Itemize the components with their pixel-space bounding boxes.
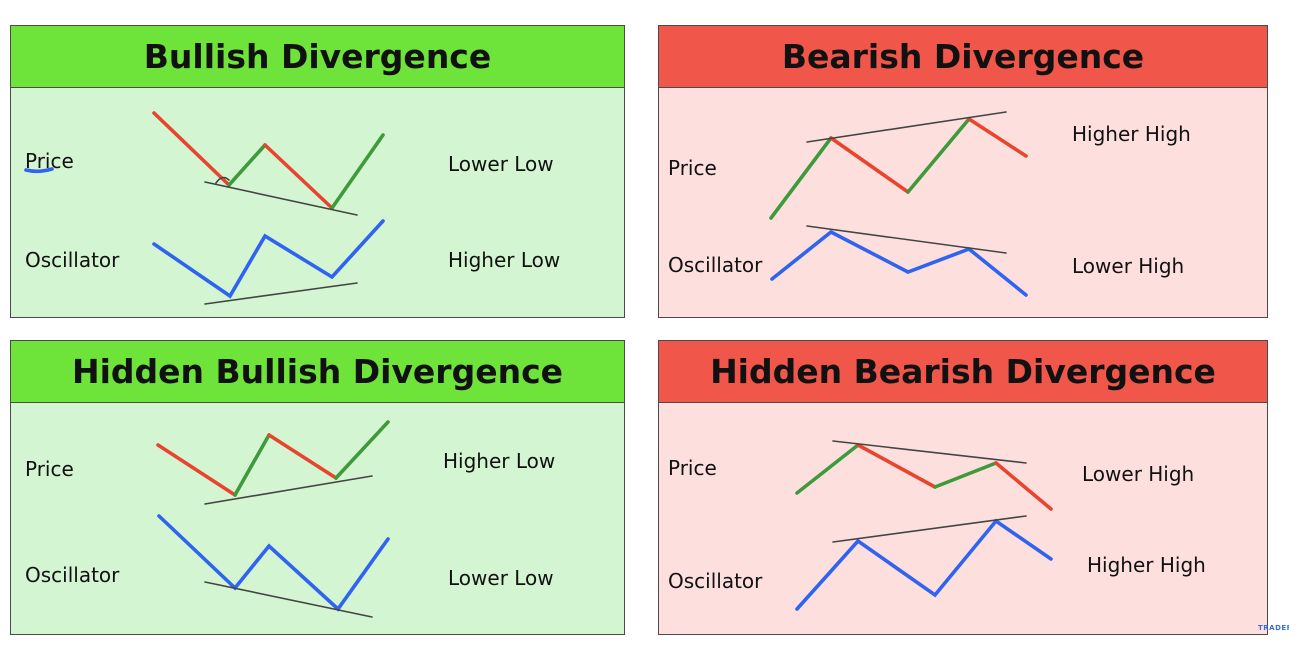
price-up-segment <box>933 461 998 489</box>
bearish-price-line <box>769 117 1028 220</box>
price-down-segment <box>994 461 1053 511</box>
price-down-segment <box>152 111 231 187</box>
oscillator-trendline <box>806 225 1007 254</box>
oscillator-label: Oscillator <box>25 563 120 587</box>
underline-mark <box>24 167 54 174</box>
price-trendline <box>806 111 1007 143</box>
hidden-bearish-oscillator-line <box>795 518 1053 611</box>
price-up-segment <box>233 433 271 497</box>
price-up-segment <box>769 136 833 220</box>
hidden-bearish-price-line <box>795 443 1053 511</box>
price-label: Price <box>25 457 74 481</box>
price-down-segment <box>156 443 237 497</box>
price-down-segment <box>829 136 910 194</box>
price-up-segment <box>330 133 385 210</box>
bullish-oscillator-line <box>152 219 385 299</box>
price-label: Price <box>668 156 717 180</box>
price-up-segment <box>227 143 267 187</box>
panel-title: Bearish Divergence <box>659 26 1267 88</box>
price-down-segment <box>967 117 1028 158</box>
price-trendline <box>204 475 373 505</box>
panel-title: Bullish Divergence <box>11 26 624 88</box>
price-trendline <box>204 181 358 216</box>
price-note: Higher Low <box>443 449 556 473</box>
bullish-price-line <box>152 111 385 210</box>
price-label: Price <box>668 456 717 480</box>
price-note: Lower Low <box>448 152 554 176</box>
price-up-segment <box>334 420 390 480</box>
panel-title: Hidden Bullish Divergence <box>11 341 624 403</box>
oscillator-trendline <box>832 515 1027 543</box>
price-note: Higher High <box>1072 122 1191 146</box>
brand-watermark: TRADER <box>1258 624 1289 632</box>
oscillator-note: Lower Low <box>448 566 554 590</box>
oscillator-trendline <box>204 581 373 618</box>
price-trendline <box>832 440 1027 464</box>
hidden-bullish-oscillator-line <box>157 514 390 612</box>
panel-hidden-bullish-divergence: Hidden Bullish Divergence <box>10 340 625 635</box>
oscillator-label: Oscillator <box>25 248 120 272</box>
oscillator-trendline <box>204 282 358 305</box>
oscillator-note: Higher High <box>1087 553 1206 577</box>
price-note: Lower High <box>1082 462 1195 486</box>
oscillator-note: Higher Low <box>448 248 561 272</box>
price-down-segment <box>263 143 334 210</box>
hidden-bullish-price-line <box>156 420 390 497</box>
price-down-segment <box>856 443 937 489</box>
oscillator-note: Lower High <box>1072 254 1185 278</box>
price-down-segment <box>267 433 338 480</box>
panel-bearish-divergence: Bearish Divergence <box>658 25 1268 318</box>
oscillator-label: Oscillator <box>668 253 763 277</box>
oscillator-label: Oscillator <box>668 569 763 593</box>
cursor-mark <box>215 176 230 184</box>
bearish-oscillator-line <box>770 229 1028 297</box>
price-up-segment <box>795 443 860 495</box>
panel-hidden-bearish-divergence: Hidden Bearish Divergence <box>658 340 1268 635</box>
panel-title: Hidden Bearish Divergence <box>659 341 1267 403</box>
price-up-segment <box>906 117 971 194</box>
